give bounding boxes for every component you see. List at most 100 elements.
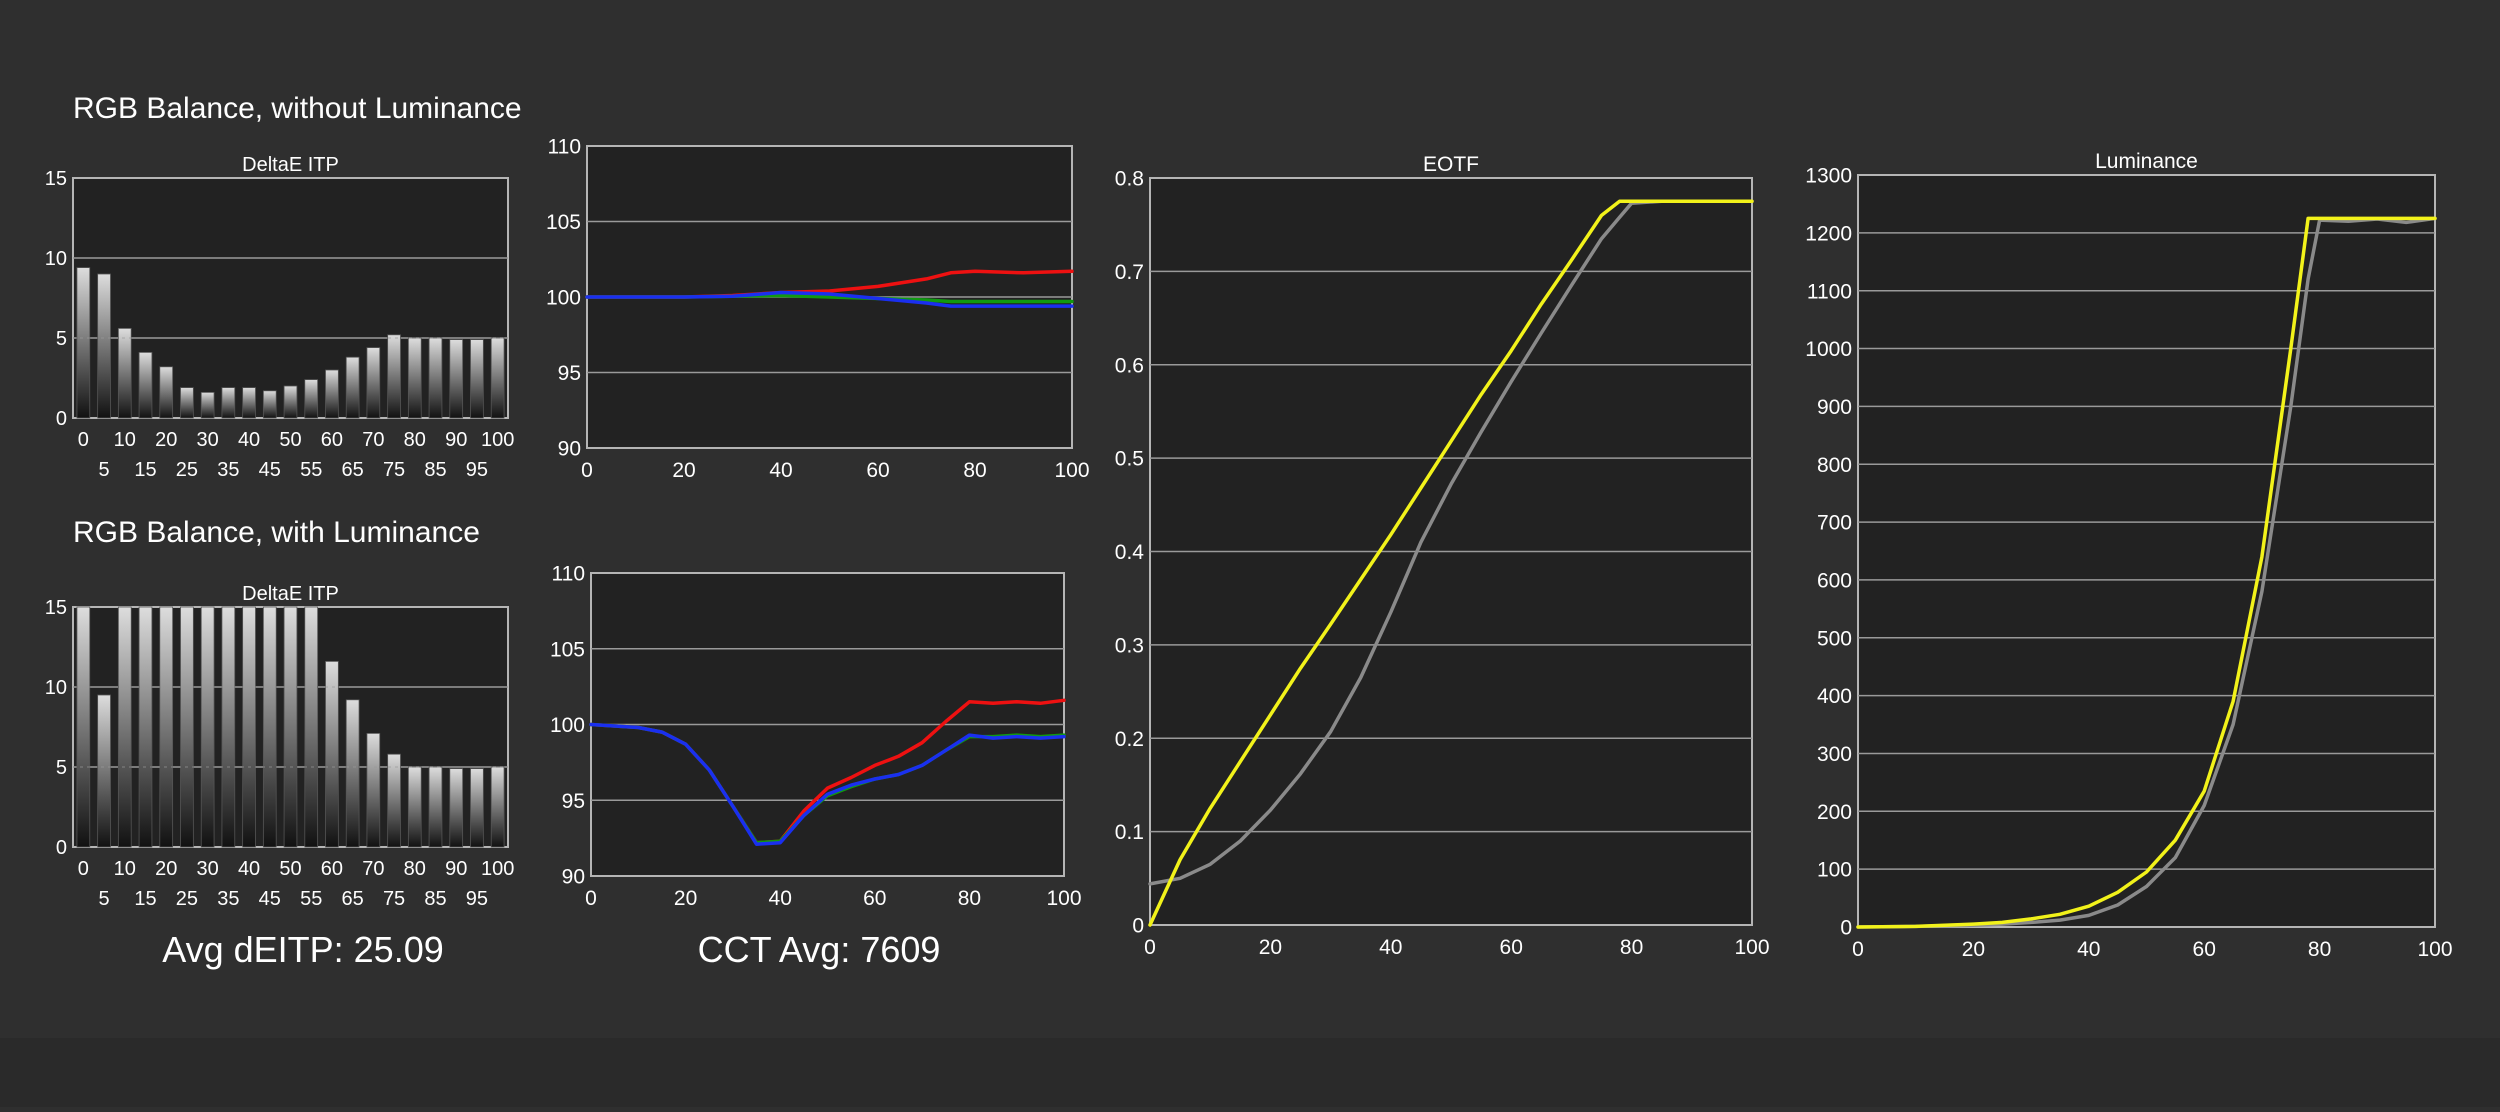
luminance-y-tick-label: 500 [1817,627,1852,650]
eotf-x-tick-label: 40 [1379,936,1402,959]
luminance-x-tick-label: 20 [1962,938,1985,961]
deltae-without-x-tick-label: 10 [114,429,136,451]
deltae-without-x-tick-label: 90 [445,429,467,451]
deltae-without-x-tick-label: 35 [217,459,239,481]
eotf-x-tick-label: 60 [1500,936,1523,959]
eotf-y-tick-label: 0.8 [1115,168,1144,191]
deltae-with-bar [387,753,401,848]
section-title-without: RGB Balance, without Luminance [73,92,522,125]
deltae-without-bar [345,356,360,419]
cct-avg-label: CCT Avg: 7609 [698,929,941,970]
deltae-without-x-tick-label: 15 [134,459,156,481]
deltae-with-bar [138,606,153,848]
rgb-without-series-blue [585,290,1074,308]
rgb-without-y-tick-label: 95 [558,362,581,385]
deltae-without-bar [325,369,339,419]
rgb-with-y-tick-label: 90 [562,866,585,889]
eotf-x-tick-label: 20 [1259,936,1282,959]
footer-band [0,1038,2500,1107]
deltae-with-x-tick-label: 25 [176,888,198,910]
deltae-with-x-tick-label: 55 [300,888,322,910]
eotf-y-tick-label: 0.6 [1115,354,1144,377]
deltae-with-x-tick-label: 80 [404,858,426,880]
rgb-with-x-tick-label: 0 [585,887,597,910]
deltae-without-x-tick-label: 55 [300,459,322,481]
deltae-with-bar [200,606,215,848]
deltae-with-x-tick-label: 85 [424,888,446,910]
luminance-y-tick-label: 1100 [1807,280,1852,303]
rgb-without-x-tick-label: 20 [672,459,695,482]
deltae-with-bar [242,606,256,848]
deltae-with-bar [97,694,111,848]
deltae-with-bar [449,768,464,848]
rgb-without-x-tick-label: 0 [581,459,593,482]
luminance-y-tick-label: 300 [1817,743,1852,766]
deltae-with-x-tick-label: 100 [481,858,514,880]
eotf-x-tick-label: 80 [1620,936,1643,959]
deltae-with-bar [490,766,505,848]
deltae-without-bar [180,387,194,419]
deltae-without-bar [200,391,215,419]
deltae-without-x-tick-label: 75 [383,459,405,481]
deltae-with-x-tick-label: 35 [217,888,239,910]
deltae-with-x-tick-label: 0 [78,858,89,880]
rgb-without-x-tick-label: 100 [1054,459,1089,482]
rgb-with-y-tick-label: 95 [562,790,585,813]
deltae-without-bar [470,339,484,419]
rgb-with-x-tick-label: 100 [1046,887,1081,910]
eotf-y-tick-label: 0 [1132,915,1144,938]
eotf-x-tick-label: 100 [1734,936,1769,959]
eotf-y-tick-label: 0.2 [1115,728,1144,751]
luminance-y-tick-label: 100 [1817,859,1852,882]
luminance-y-tick-label: 600 [1817,569,1852,592]
luminance-y-tick-label: 0 [1840,917,1852,940]
section-title-with: RGB Balance, with Luminance [73,516,480,549]
deltae-with-x-tick-label: 40 [238,858,260,880]
deltae-with-x-tick-label: 15 [134,888,156,910]
deltae-with-bar [345,699,360,848]
deltae-with-bar [325,661,339,848]
luminance-x-tick-label: 100 [2417,938,2452,961]
luminance-x-tick-label: 40 [2077,938,2100,961]
rgb-with-y-tick-label: 105 [550,638,585,661]
deltae-without-plot-area [72,177,509,419]
deltae-without-bar [407,337,422,419]
deltae-without-bar [283,385,298,419]
deltae-with-bar [428,766,443,848]
deltae-without-x-tick-label: 0 [78,429,89,451]
deltae-without-bar [304,379,319,419]
eotf-y-tick-label: 0.7 [1115,261,1144,284]
deltae-with-bar [221,606,236,848]
deltae-without-x-tick-label: 95 [466,459,488,481]
deltae-with-bar [159,606,174,848]
deltae-without-bar [97,273,111,419]
deltae-with-x-tick-label: 30 [197,858,219,880]
deltae-without-bar [138,351,153,419]
eotf-y-tick-label: 0.1 [1115,821,1144,844]
rgb-with-series-blue [589,722,1066,846]
deltae-without-x-tick-label: 70 [362,429,384,451]
deltae-with-bar [117,606,132,848]
rgb-with-x-tick-label: 60 [863,887,886,910]
luminance-x-tick-label: 0 [1852,938,1864,961]
deltae-without-x-tick-label: 65 [342,459,364,481]
deltae-without-x-tick-label: 45 [259,459,281,481]
deltae-with-y-tick-label: 0 [56,837,67,859]
deltae-without-y-tick-label: 10 [45,248,67,270]
deltae-without-bar [76,267,91,419]
deltae-without-title: DeltaE ITP [242,154,339,176]
deltae-with-y-tick-label: 15 [45,597,67,619]
deltae-without-x-tick-label: 40 [238,429,260,451]
luminance-y-tick-label: 800 [1817,454,1852,477]
eotf-y-tick-label: 0.4 [1115,541,1145,564]
luminance-y-tick-label: 1300 [1805,165,1852,188]
deltae-without-x-tick-label: 60 [321,429,343,451]
deltae-with-bar [304,606,319,848]
rgb-with-y-tick-label: 100 [550,714,585,737]
deltae-with-bar [262,606,277,848]
deltae-with-bar [76,606,91,848]
deltae-without-bar [366,347,381,419]
deltae-with-y-tick-label: 5 [56,757,67,779]
deltae-without-bar [159,366,174,419]
